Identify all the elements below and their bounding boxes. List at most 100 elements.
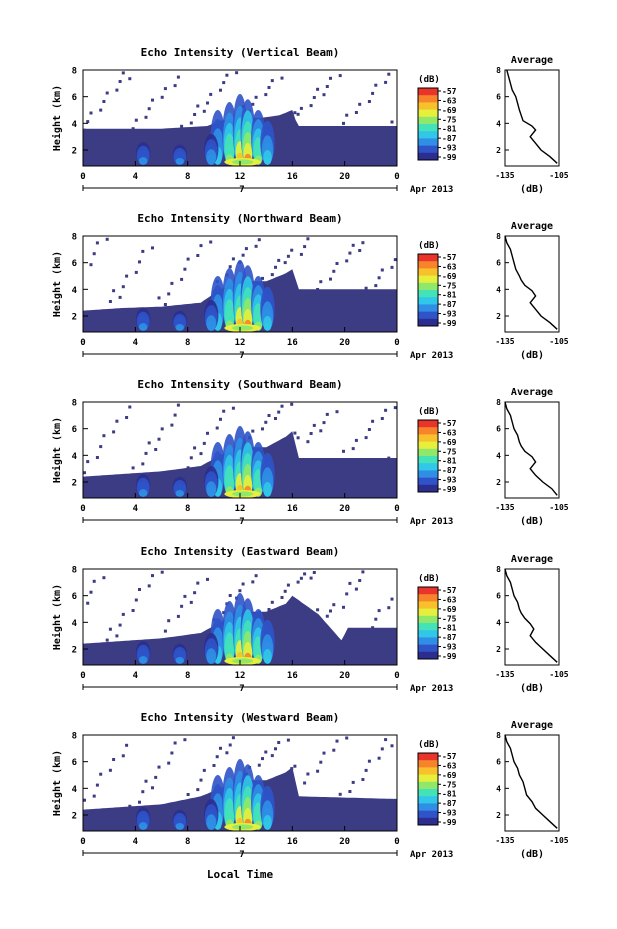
average-frame: [504, 401, 560, 499]
echo-speckle: [92, 794, 96, 798]
echo-speckle: [89, 590, 93, 594]
echo-speckle: [358, 102, 362, 106]
average-y-tick-label: 4: [496, 451, 501, 460]
average-y-tick-label: 8: [496, 398, 501, 407]
echo-speckle: [231, 736, 235, 740]
echo-speckle: [316, 87, 320, 91]
x-tick-label: 0: [80, 338, 85, 348]
echo-speckle: [157, 437, 161, 441]
echo-speckle: [312, 571, 316, 574]
average-x-label: (dB): [520, 849, 544, 860]
echo-speckle: [361, 778, 365, 781]
surface-echo-core: [232, 491, 254, 497]
echo-speckle: [105, 91, 109, 95]
echo-speckle: [121, 754, 125, 758]
echo-speckle: [335, 739, 339, 743]
echo-speckle: [128, 405, 132, 409]
echo-plume-level: [207, 658, 215, 664]
echo-speckle: [89, 111, 93, 115]
day-label: 7: [239, 850, 244, 860]
echo-speckle: [351, 447, 355, 451]
colorbar-tick-label: -93: [442, 809, 457, 818]
colorbar-swatch: [418, 254, 438, 262]
echo-speckle: [151, 98, 154, 102]
echo-speckle: [261, 757, 264, 761]
echo-speckle: [105, 237, 109, 241]
average-y-tick-label: 2: [496, 645, 501, 654]
colorbar-tick-label: -87: [442, 300, 457, 309]
echo-speckle: [141, 462, 145, 466]
x-tick-label: 8: [185, 671, 190, 681]
panel-title: Echo Intensity (Eastward Beam): [141, 545, 340, 558]
echo-speckle: [358, 579, 362, 582]
echo-speckle: [374, 83, 378, 87]
colorbar-swatch: [418, 781, 438, 790]
average-y-tick-label: 6: [496, 425, 501, 434]
x-tick-label: 4: [133, 338, 139, 348]
echo-speckle: [367, 428, 371, 431]
average-title: Average: [511, 387, 553, 398]
y-tick-label: 4: [72, 120, 78, 130]
colorbar-tick-label: -99: [442, 153, 457, 162]
echo-speckle: [283, 261, 287, 265]
average-frame: [504, 734, 560, 832]
echo-speckle: [219, 417, 222, 421]
colorbar-swatch: [418, 594, 438, 602]
echo-speckle: [306, 237, 310, 241]
echo-speckle: [335, 262, 339, 265]
echo-speckle: [163, 303, 167, 306]
echo-speckle: [267, 86, 271, 89]
echo-speckle: [241, 253, 245, 257]
echo-speckle: [102, 100, 106, 103]
average-x-tick-label: -135: [495, 171, 514, 180]
x-tick-label: 20: [339, 172, 350, 182]
echo-plume-level: [207, 325, 215, 331]
average-x-tick-label: -135: [495, 670, 514, 679]
average-y-tick-label: 2: [496, 146, 501, 155]
colorbar-tick-label: -69: [442, 438, 457, 447]
echo-speckle: [108, 768, 112, 772]
echo-speckle: [274, 265, 277, 269]
echo-speckle: [244, 247, 248, 251]
average-profile-line: [504, 568, 558, 663]
echo-speckle: [325, 412, 329, 416]
y-tick-label: 2: [72, 812, 77, 822]
colorbar-swatch: [418, 477, 438, 486]
panel-title: Echo Intensity (Northward Beam): [137, 212, 342, 225]
echo-speckle: [167, 619, 171, 623]
echo-speckle: [118, 623, 122, 627]
echo-speckle: [290, 248, 294, 252]
echo-speckle: [277, 410, 281, 414]
echo-speckle: [92, 579, 96, 583]
echo-speckle: [306, 440, 310, 444]
colorbar-swatch: [418, 753, 438, 761]
echo-speckle: [115, 419, 119, 423]
colorbar-swatch: [418, 767, 438, 775]
echo-speckle: [361, 570, 365, 574]
echo-speckle: [186, 793, 190, 796]
colorbar-swatch: [418, 275, 438, 284]
echo-speckle: [193, 591, 197, 595]
echo-speckle: [384, 408, 388, 412]
echo-plume-level: [176, 660, 184, 664]
surface-echo-core: [232, 824, 254, 830]
day-label: 7: [239, 684, 244, 694]
y-tick-label: 4: [72, 785, 78, 795]
x-tick-label: 20: [339, 338, 350, 348]
echo-plume-level: [176, 826, 184, 830]
echo-speckle: [147, 441, 151, 445]
colorbar-swatch: [418, 810, 438, 819]
echo-speckle: [306, 772, 310, 776]
echo-speckle: [303, 781, 307, 785]
colorbar-tick-label: -75: [442, 447, 457, 456]
echo-speckle: [332, 269, 336, 273]
echo-speckle: [138, 260, 141, 264]
echo-speckle: [361, 241, 365, 245]
echo-speckle: [89, 263, 93, 267]
x-tick-label: 16: [287, 504, 298, 514]
echo-speckle: [309, 432, 313, 435]
echo-plume-level: [176, 327, 184, 331]
echo-speckle: [151, 246, 154, 250]
echo-speckle: [322, 421, 326, 425]
echo-speckle: [95, 241, 99, 245]
